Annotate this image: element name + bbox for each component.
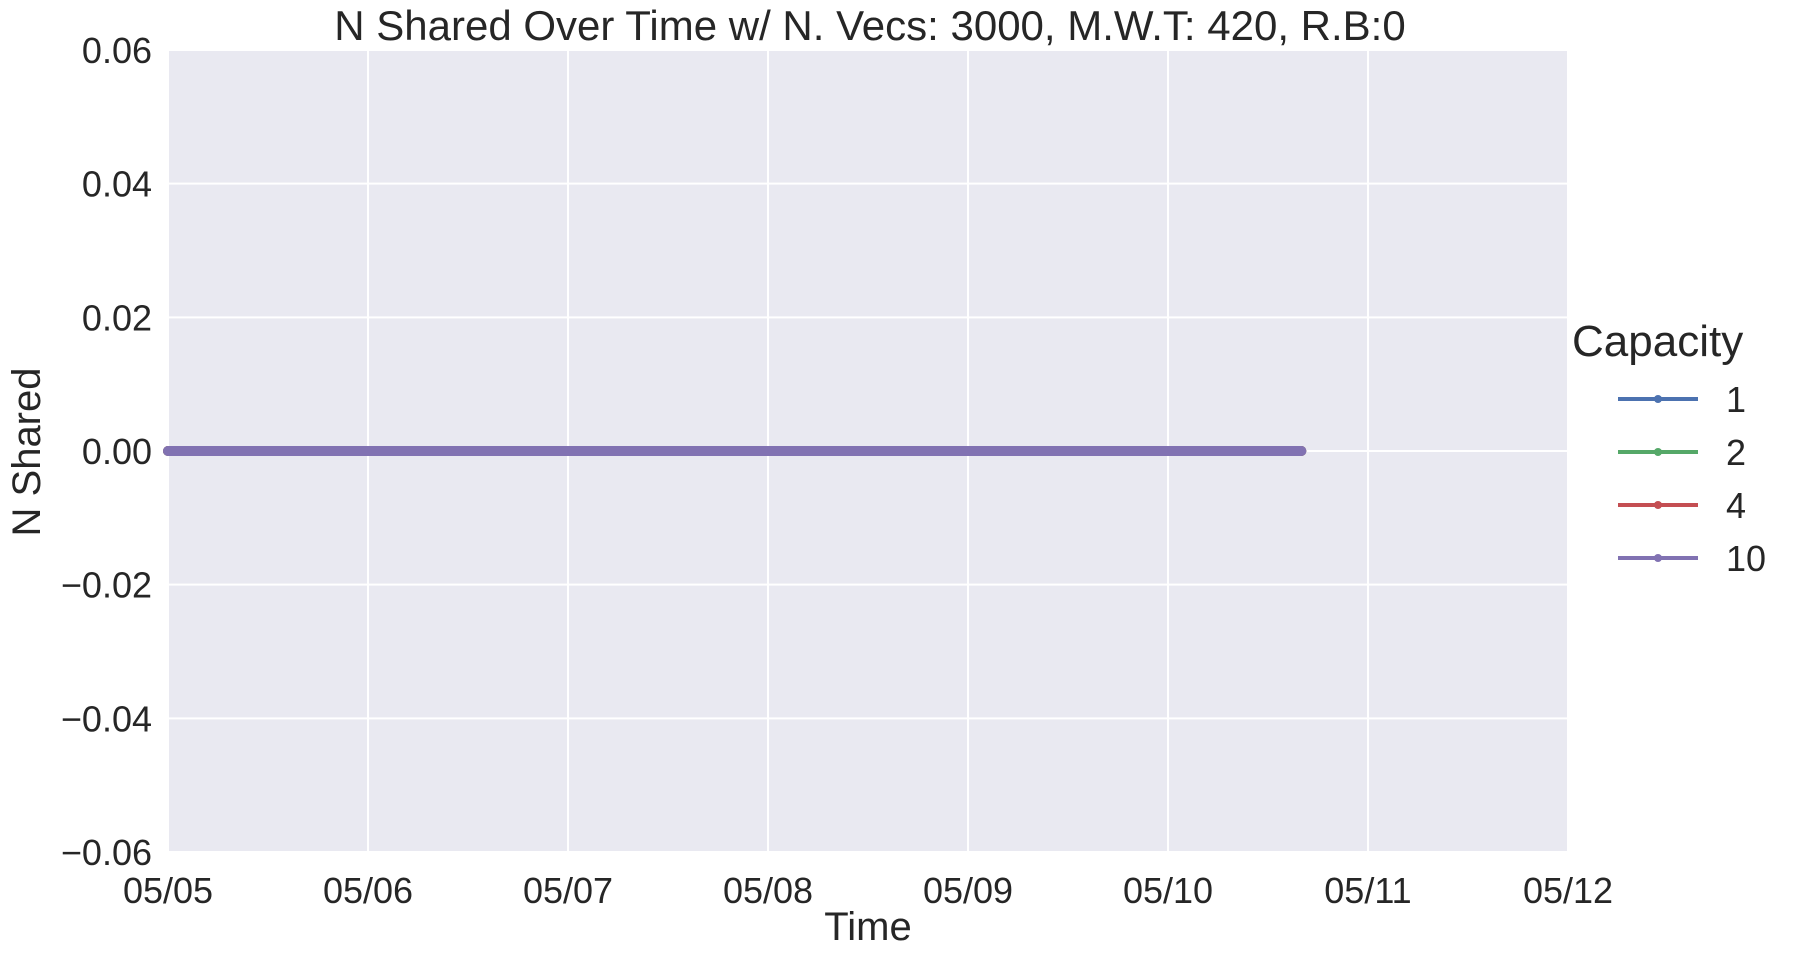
legend-label-4: 4 bbox=[1726, 485, 1746, 526]
legend-label-2: 2 bbox=[1726, 432, 1746, 473]
y-tick-label: −0.04 bbox=[61, 698, 152, 739]
y-tick-label: −0.02 bbox=[61, 565, 152, 606]
y-tick-label: −0.06 bbox=[61, 832, 152, 873]
legend-items: 1 2 4 10 bbox=[1618, 379, 1766, 579]
x-tick-label: 05/10 bbox=[1123, 870, 1213, 911]
x-tick-label: 05/12 bbox=[1523, 870, 1613, 911]
y-tick-labels: 0.06 0.04 0.02 0.00 −0.02 −0.04 −0.06 bbox=[61, 30, 152, 873]
y-tick-label: 0.02 bbox=[82, 297, 152, 338]
x-tick-label: 05/08 bbox=[723, 870, 813, 911]
x-tick-labels: 05/05 05/06 05/07 05/08 05/09 05/10 05/11 05/12 bbox=[123, 870, 1613, 911]
legend-label-10: 10 bbox=[1726, 538, 1766, 579]
legend-marker-2 bbox=[1654, 448, 1662, 456]
x-tick-label: 05/05 bbox=[123, 870, 213, 911]
x-tick-label: 05/07 bbox=[523, 870, 613, 911]
legend-title: Capacity bbox=[1572, 317, 1743, 366]
y-tick-label: 0.00 bbox=[82, 431, 152, 472]
x-tick-label: 05/11 bbox=[1324, 870, 1411, 911]
y-axis-label: N Shared bbox=[5, 368, 49, 537]
legend-marker-1 bbox=[1654, 395, 1662, 403]
legend-label-1: 1 bbox=[1726, 379, 1746, 420]
x-axis-label: Time bbox=[824, 905, 911, 949]
x-tick-label: 05/09 bbox=[923, 870, 1013, 911]
y-tick-label: 0.06 bbox=[82, 30, 152, 71]
x-tick-label: 05/06 bbox=[323, 870, 413, 911]
legend: Capacity 1 2 4 10 bbox=[1572, 317, 1766, 579]
chart-title: N Shared Over Time w/ N. Vecs: 3000, M.W… bbox=[334, 2, 1405, 49]
legend-marker-10 bbox=[1654, 554, 1662, 562]
grid bbox=[167, 49, 1569, 853]
legend-marker-4 bbox=[1654, 501, 1662, 509]
y-tick-label: 0.04 bbox=[82, 164, 152, 205]
